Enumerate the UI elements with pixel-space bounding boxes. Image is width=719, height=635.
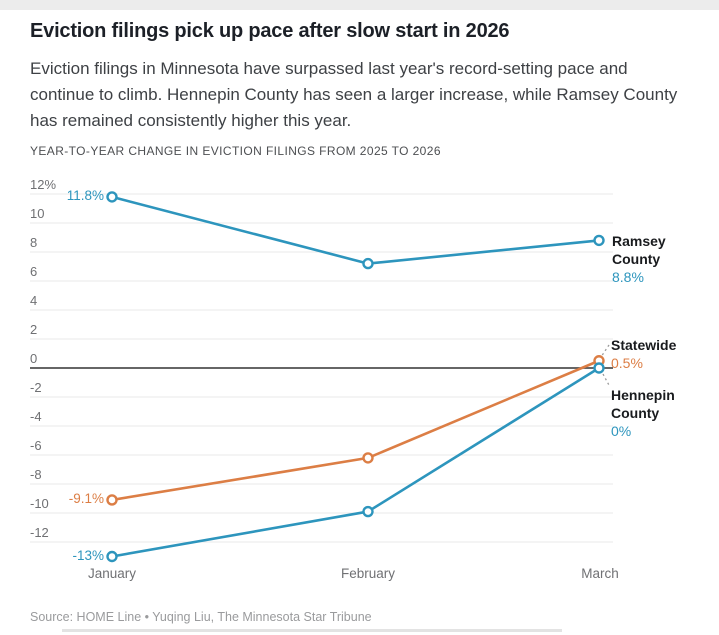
bottom-bar (62, 629, 562, 632)
page-title: Eviction filings pick up pace after slow… (30, 20, 510, 42)
point-hennepin-county-february (362, 505, 374, 518)
top-strip (0, 0, 719, 10)
series-line-hennepin-county (110, 366, 601, 558)
series-line-statewide (110, 359, 601, 502)
point-hennepin-county-march (593, 362, 605, 374)
chart-kicker: YEAR-TO-YEAR CHANGE IN EVICTION FILINGS … (30, 144, 441, 158)
point-ramsey-county-march (593, 234, 605, 247)
point-ramsey-county-february (362, 257, 374, 270)
point-hennepin-county-january (106, 550, 118, 563)
chart-description: Eviction filings in Minnesota have surpa… (30, 59, 678, 130)
series-line-ramsey-county (110, 195, 601, 265)
point-statewide-february (362, 452, 374, 464)
source-credit: Source: HOME Line • Yuqing Liu, The Minn… (30, 610, 372, 624)
hennepin-leader-line (602, 373, 611, 388)
point-ramsey-county-january (106, 191, 118, 203)
statewide-leader-line (600, 344, 610, 358)
point-statewide-january (106, 494, 118, 506)
